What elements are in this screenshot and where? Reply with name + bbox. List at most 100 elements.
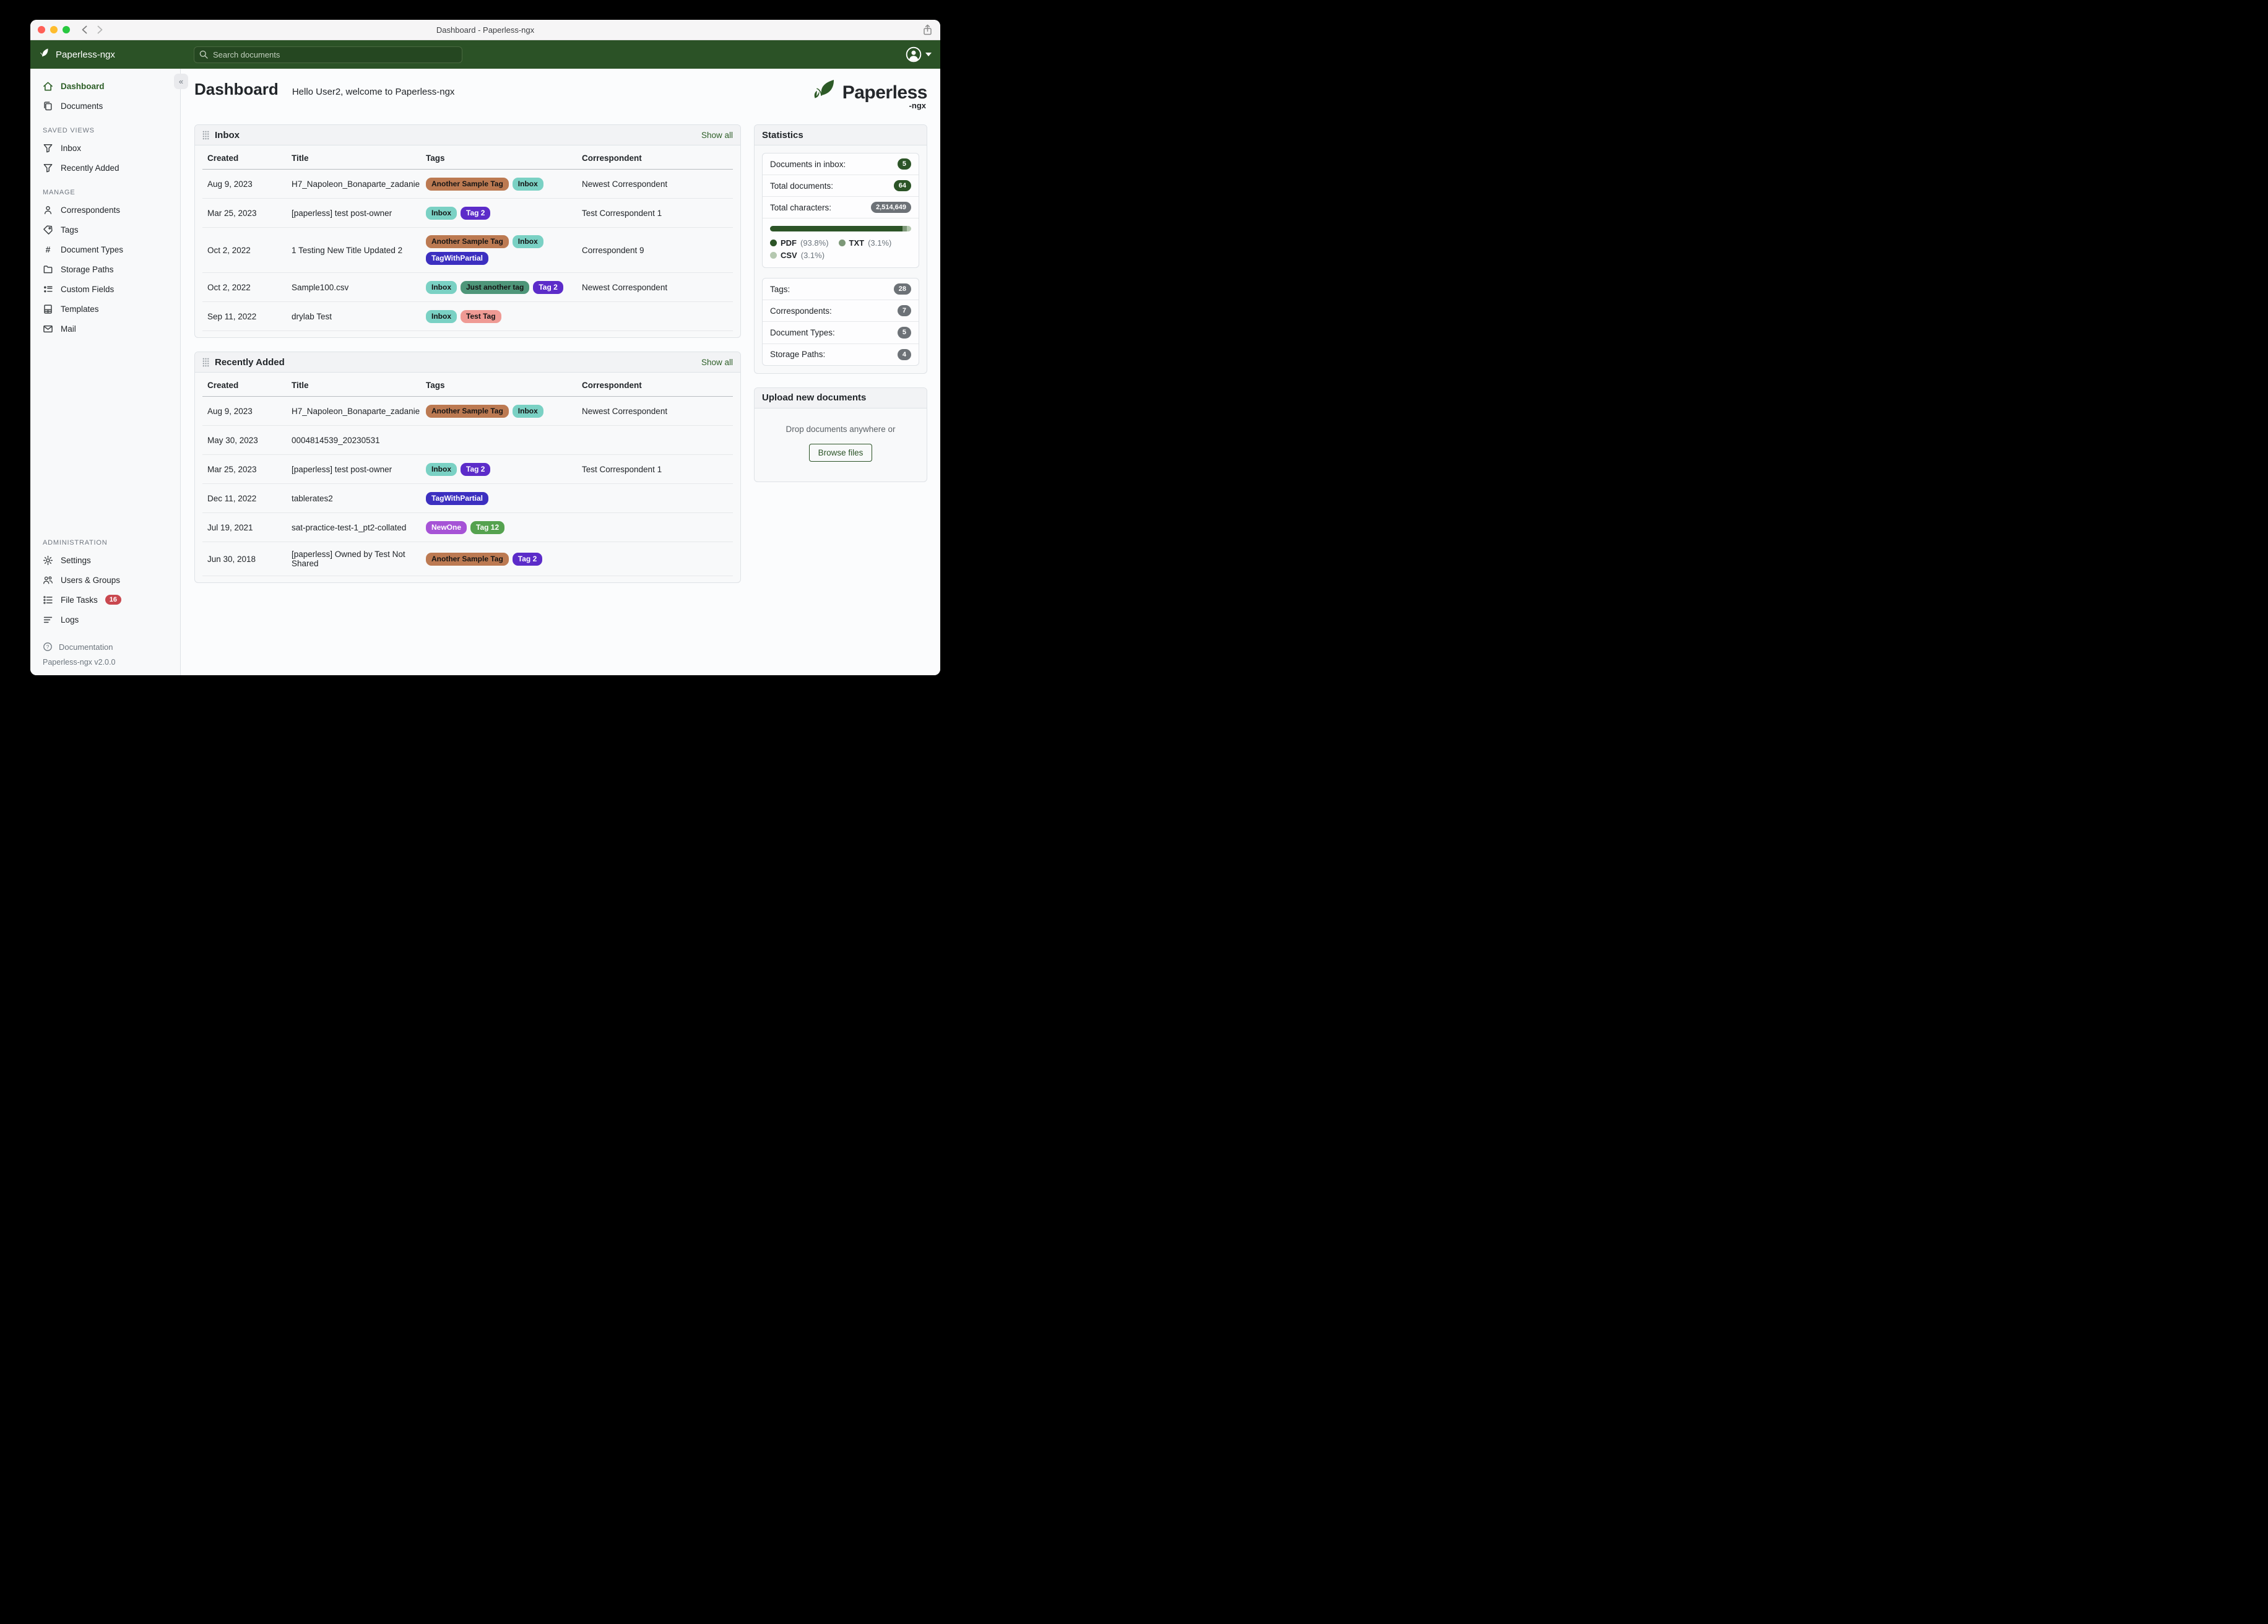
search-input[interactable] — [194, 46, 462, 63]
forward-icon[interactable] — [97, 25, 103, 34]
sidebar-item-documents[interactable]: Documents — [30, 96, 180, 116]
tag-pill[interactable]: Tag 2 — [461, 462, 491, 476]
window-controls[interactable] — [38, 26, 70, 33]
sidebar-item-document-types[interactable]: # Document Types — [30, 240, 180, 259]
sidebar-item-file-tasks[interactable]: File Tasks 16 — [30, 590, 180, 610]
table-row[interactable]: Oct 2, 2022 Sample100.csv Inbox Just anot… — [202, 273, 733, 302]
table-row[interactable]: Aug 9, 2023 H7_Napoleon_Bonaparte_zadani… — [202, 170, 733, 199]
cell-title[interactable]: [paperless] test post-owner — [292, 464, 392, 474]
cell-correspondent[interactable]: Newest Correspondent — [582, 282, 668, 292]
zoom-window-button[interactable] — [63, 26, 70, 33]
table-row[interactable]: Mar 25, 2023 [paperless] test post-owner… — [202, 455, 733, 484]
browse-files-button[interactable]: Browse files — [808, 443, 873, 462]
tag-pill[interactable]: NewOne — [426, 520, 467, 534]
cell-title[interactable]: 1 Testing New Title Updated 2 — [292, 245, 403, 255]
user-menu[interactable] — [906, 46, 932, 63]
tag-pill[interactable]: Tag 2 — [461, 206, 491, 220]
cell-title[interactable]: [paperless] Owned by Test Not Shared — [292, 550, 405, 568]
file-type-legend: PDF (93.8%) TXT (3.1%) CSV (3.1%) — [770, 238, 911, 260]
upload-dropzone[interactable]: Drop documents anywhere or Browse files — [755, 408, 927, 482]
sidebar-item-storage-paths[interactable]: Storage Paths — [30, 259, 180, 279]
minimize-window-button[interactable] — [50, 26, 58, 33]
sidebar-item-logs[interactable]: Logs — [30, 610, 180, 629]
table-row[interactable]: Jul 19, 2021 sat-practice-test-1_pt2-col… — [202, 513, 733, 542]
sidebar-item-settings[interactable]: Settings — [30, 550, 180, 570]
inbox-show-all-link[interactable]: Show all — [701, 130, 733, 140]
sidebar-item-users-groups[interactable]: Users & Groups — [30, 570, 180, 590]
sidebar-item-dashboard[interactable]: Dashboard — [30, 76, 180, 96]
sidebar-item-mail[interactable]: Mail — [30, 319, 180, 339]
cell-title[interactable]: H7_Napoleon_Bonaparte_zadanie — [292, 179, 420, 189]
tag-pill[interactable]: Another Sample Tag — [426, 552, 509, 566]
cell-tags: NewOne Tag 12 — [426, 520, 577, 534]
sidebar-item-templates[interactable]: Templates — [30, 299, 180, 319]
sidebar-item-tags[interactable]: Tags — [30, 220, 180, 240]
hash-icon: # — [45, 244, 51, 254]
table-row[interactable]: Oct 2, 2022 1 Testing New Title Updated … — [202, 228, 733, 273]
cell-title[interactable]: tablerates2 — [292, 493, 333, 503]
share-icon[interactable] — [922, 24, 933, 36]
cell-title[interactable]: 0004814539_20230531 — [292, 435, 380, 445]
app-brand[interactable]: Paperless-ngx — [39, 48, 194, 61]
back-icon[interactable] — [81, 25, 88, 34]
cell-correspondent[interactable]: Correspondent 9 — [582, 245, 644, 255]
tag-pill[interactable]: Inbox — [426, 206, 457, 220]
stat-badge: 5 — [897, 327, 911, 339]
tag-pill[interactable]: TagWithPartial — [426, 252, 489, 265]
cell-title[interactable]: drylab Test — [292, 311, 332, 321]
tag-pill[interactable]: Another Sample Tag — [426, 404, 509, 418]
sidebar-item-documentation[interactable]: ? Documentation — [30, 638, 180, 655]
cell-title[interactable]: Sample100.csv — [292, 282, 349, 292]
tag-pill[interactable]: Inbox — [426, 280, 457, 294]
tag-pill[interactable]: Another Sample Tag — [426, 177, 509, 191]
tag-pill[interactable]: Tag 2 — [512, 552, 543, 566]
tag-pill[interactable]: Test Tag — [461, 309, 501, 323]
close-window-button[interactable] — [38, 26, 45, 33]
svg-text:?: ? — [46, 644, 50, 650]
sidebar-collapse-button[interactable]: « — [174, 74, 188, 89]
sidebar-item-recently-added[interactable]: Recently Added — [30, 158, 180, 178]
cell-title[interactable]: H7_Napoleon_Bonaparte_zadanie — [292, 406, 420, 416]
tag-pill[interactable]: Inbox — [512, 404, 543, 418]
tag-pill[interactable]: Tag 2 — [533, 280, 563, 294]
cell-correspondent[interactable]: Newest Correspondent — [582, 406, 668, 416]
template-file-icon — [43, 304, 53, 314]
sidebar-section-administration: ADMINISTRATION — [43, 539, 108, 546]
documentation-label: Documentation — [59, 642, 113, 652]
tag-pill[interactable]: Inbox — [512, 177, 543, 191]
stat-label: Total documents: — [770, 181, 834, 191]
col-title: Title — [292, 153, 309, 163]
stat-badge: 28 — [893, 283, 911, 295]
recently-added-show-all-link[interactable]: Show all — [701, 357, 733, 367]
cell-correspondent[interactable]: Test Correspondent 1 — [582, 208, 662, 218]
tag-pill[interactable]: Inbox — [426, 462, 457, 476]
sidebar-item-inbox[interactable]: Inbox — [30, 138, 180, 158]
sidebar-item-label: Settings — [61, 555, 91, 565]
cell-title[interactable]: [paperless] test post-owner — [292, 208, 392, 218]
sidebar-item-correspondents[interactable]: Correspondents — [30, 200, 180, 220]
sidebar-item-label: Logs — [61, 615, 79, 624]
cell-title[interactable]: sat-practice-test-1_pt2-collated — [292, 522, 407, 532]
paperless-logo: Paperless -ngx — [812, 79, 928, 110]
table-row[interactable]: May 30, 2023 0004814539_20230531 — [202, 426, 733, 455]
cell-correspondent[interactable]: Newest Correspondent — [582, 179, 668, 189]
recently-added-card-title: Recently Added — [215, 356, 285, 368]
table-row[interactable]: Aug 9, 2023 H7_Napoleon_Bonaparte_zadani… — [202, 397, 733, 426]
sidebar-item-custom-fields[interactable]: Custom Fields — [30, 279, 180, 299]
tag-pill[interactable]: Inbox — [426, 309, 457, 323]
tag-pill[interactable]: Just another tag — [461, 280, 530, 294]
drag-grip-icon[interactable] — [202, 131, 209, 140]
table-row[interactable]: Mar 25, 2023 [paperless] test post-owner… — [202, 199, 733, 228]
table-row[interactable]: Sep 11, 2022 drylab Test Inbox Test Tag — [202, 302, 733, 331]
tag-pill[interactable]: TagWithPartial — [426, 491, 489, 505]
table-row[interactable]: Dec 11, 2022 tablerates2 TagWithPartial — [202, 484, 733, 513]
table-row[interactable]: Jun 30, 2018 [paperless] Owned by Test N… — [202, 542, 733, 576]
tag-pill[interactable]: Another Sample Tag — [426, 235, 509, 248]
cell-correspondent[interactable]: Test Correspondent 1 — [582, 464, 662, 474]
tag-pill[interactable]: Tag 12 — [470, 520, 505, 534]
inbox-card: Inbox Show all Created Title Tags Corres… — [194, 124, 741, 338]
tag-pill[interactable]: Inbox — [512, 235, 543, 248]
drag-grip-icon[interactable] — [202, 358, 209, 367]
sidebar-item-label: Tags — [61, 225, 79, 235]
cell-created: Oct 2, 2022 — [207, 282, 251, 292]
